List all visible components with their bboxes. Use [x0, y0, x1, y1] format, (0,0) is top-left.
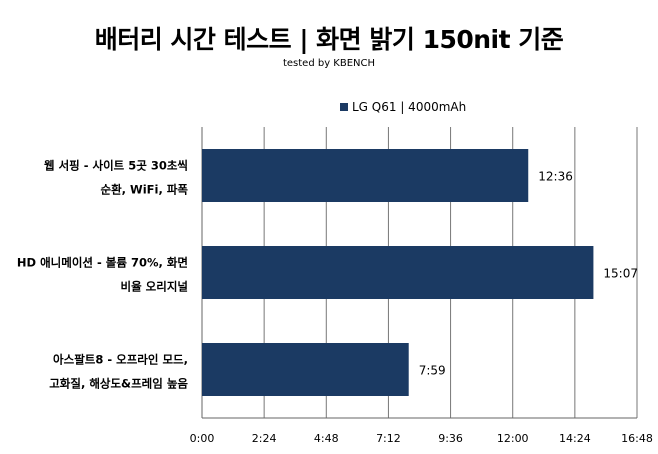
legend-label: LG Q61 | 4000mAh	[352, 100, 467, 114]
x-tick-label: 9:36	[438, 432, 463, 445]
category-label: 비율 오리지널	[121, 280, 188, 294]
x-tick-label: 14:24	[559, 432, 591, 445]
data-label: 15:07	[603, 267, 638, 281]
bar	[202, 149, 529, 202]
x-tick-label: 2:24	[252, 432, 277, 445]
x-tick-label: 4:48	[314, 432, 339, 445]
category-label: 아스팔트8 - 오프라인 모드,	[53, 353, 188, 367]
chart-subtitle: tested by KBENCH	[282, 58, 376, 69]
bar	[202, 246, 594, 299]
x-tick-label: 12:00	[497, 432, 529, 445]
category-label: 순환, WiFi, 파폭	[101, 183, 189, 197]
bar	[202, 343, 409, 396]
legend-swatch	[340, 103, 348, 111]
category-label: 웹 서핑 - 사이트 5곳 30초씩	[44, 159, 188, 173]
chart-title: 배터리 시간 테스트 | 화면 밝기 150nit 기준	[94, 25, 564, 54]
x-tick-label: 7:12	[376, 432, 401, 445]
data-label: 7:59	[419, 364, 446, 378]
legend: LG Q61 | 4000mAh	[340, 100, 466, 114]
x-tick-label: 0:00	[190, 432, 215, 445]
data-label: 12:36	[538, 170, 573, 184]
x-tick-label: 16:48	[621, 432, 653, 445]
category-label: 고화질, 해상도&프레임 높음	[49, 377, 188, 391]
category-label: HD 애니메이션 - 볼륨 70%, 화면	[17, 256, 188, 270]
